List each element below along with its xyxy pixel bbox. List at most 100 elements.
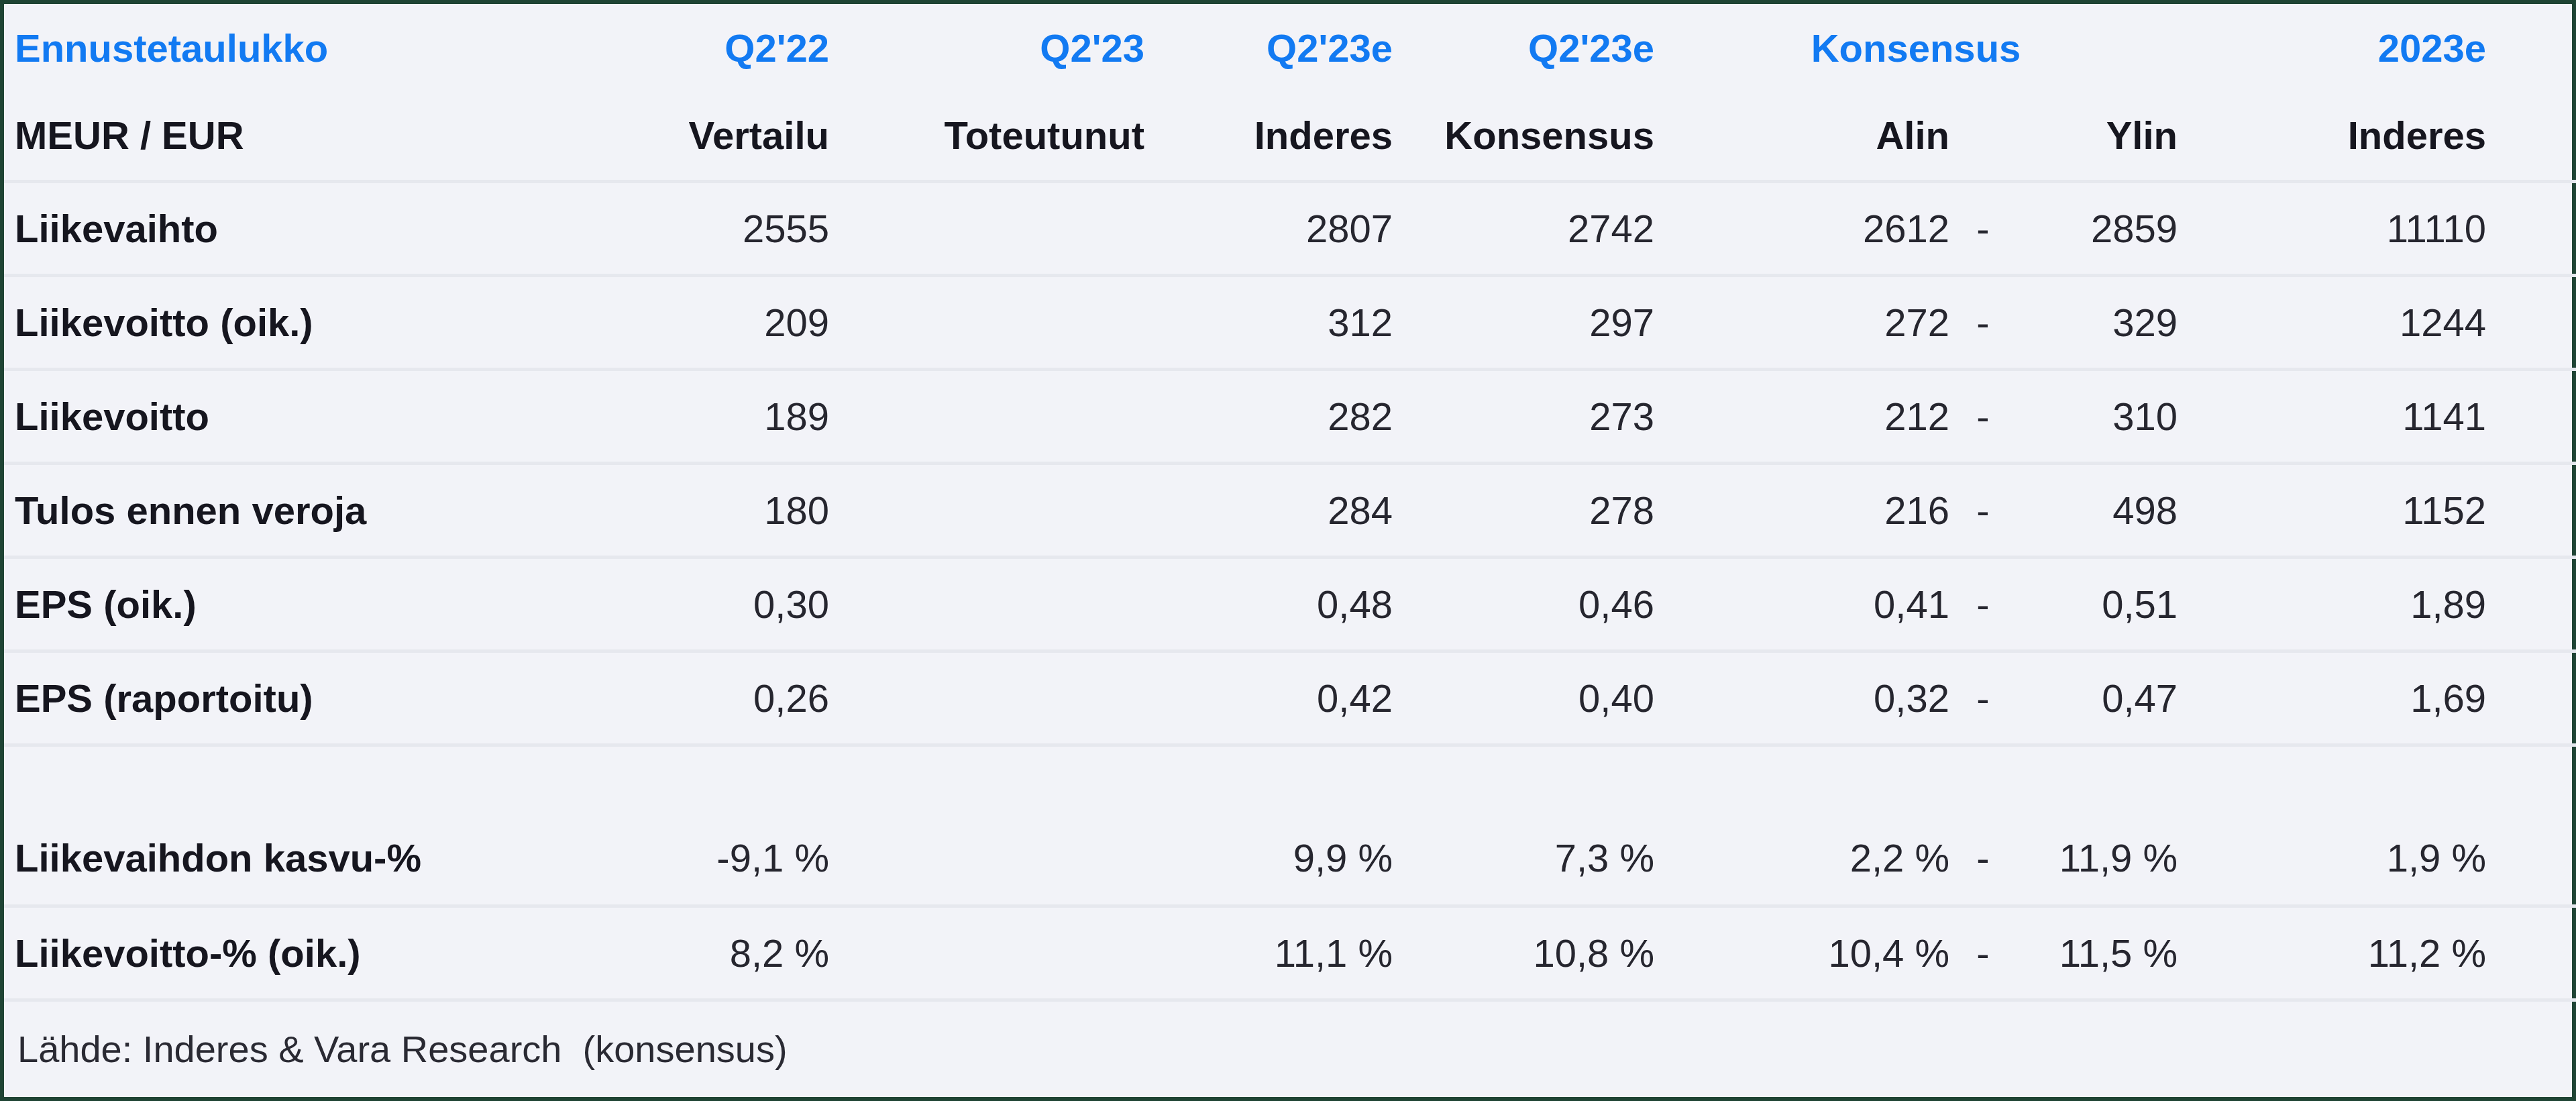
row-label: Liikevoitto [4,369,521,463]
col-header-q2-23: Q2'23 [829,4,1144,91]
cell-2023e: 1244 [2178,275,2576,369]
cell-konsensus: 0,40 [1393,651,1654,745]
table-row-tulos-ennen-veroja: Tulos ennen veroja 180 284 278 216 - 498… [4,463,2576,557]
forecast-table: Ennustetaulukko Q2'22 Q2'23 Q2'23e Q2'23… [4,4,2576,1097]
cell-konsensus: 297 [1393,275,1654,369]
cell-ylin: 11,5 % [2017,906,2178,1000]
cell-alin: 10,4 % [1654,906,1949,1000]
row-label: Liikevoitto-% (oik.) [4,906,521,1000]
col-subheader-inderes-2023: Inderes [2178,91,2576,181]
cell-2023e: 11110 [2178,181,2576,275]
cell-ylin: 310 [2017,369,2178,463]
table-row-liikevaihdon-kasvu: Liikevaihdon kasvu-% -9,1 % 9,9 % 7,3 % … [4,812,2576,906]
cell-2023e: 1141 [2178,369,2576,463]
row-label: Tulos ennen veroja [4,463,521,557]
cell-2023e: 1,9 % [2178,812,2576,906]
cell-inderes: 0,48 [1144,557,1393,651]
range-dash: - [1949,275,2017,369]
range-dash: - [1949,651,2017,745]
cell-alin: 272 [1654,275,1949,369]
cell-inderes: 284 [1144,463,1393,557]
cell-toteutunut [829,906,1144,1000]
cell-toteutunut [829,181,1144,275]
range-dash: - [1949,463,2017,557]
row-label: Liikevoitto (oik.) [4,275,521,369]
range-dash: - [1949,812,2017,906]
cell-toteutunut [829,557,1144,651]
row-label: Liikevaihto [4,181,521,275]
cell-vertailu: 189 [521,369,829,463]
source-note: Lähde: Inderes & Vara Research (konsensu… [4,1000,2576,1097]
cell-ylin: 0,47 [2017,651,2178,745]
spacer-cell [4,745,2576,812]
cell-konsensus: 7,3 % [1393,812,1654,906]
cell-alin: 0,41 [1654,557,1949,651]
table-row-liikevoitto-oik: Liikevoitto (oik.) 209 312 297 272 - 329… [4,275,2576,369]
cell-toteutunut [829,275,1144,369]
row-label: Liikevaihdon kasvu-% [4,812,521,906]
col-subheader-konsensus: Konsensus [1393,91,1654,181]
cell-vertailu: 2555 [521,181,829,275]
forecast-table-panel: Ennustetaulukko Q2'22 Q2'23 Q2'23e Q2'23… [0,0,2576,1101]
cell-toteutunut [829,369,1144,463]
cell-ylin: 2859 [2017,181,2178,275]
cell-2023e: 1,69 [2178,651,2576,745]
cell-toteutunut [829,651,1144,745]
row-label: EPS (raportoitu) [4,651,521,745]
table-row-eps-oik: EPS (oik.) 0,30 0,48 0,46 0,41 - 0,51 1,… [4,557,2576,651]
cell-ylin: 498 [2017,463,2178,557]
table-row-liikevaihto: Liikevaihto 2555 2807 2742 2612 - 2859 1… [4,181,2576,275]
col-subheader-toteutunut: Toteutunut [829,91,1144,181]
cell-konsensus: 10,8 % [1393,906,1654,1000]
cell-konsensus: 273 [1393,369,1654,463]
col-subheader-vertailu: Vertailu [521,91,829,181]
col-header-2023e: 2023e [2178,4,2576,91]
table-row-eps-raportoitu: EPS (raportoitu) 0,26 0,42 0,40 0,32 - 0… [4,651,2576,745]
col-header-q2-22: Q2'22 [521,4,829,91]
cell-vertailu: 0,30 [521,557,829,651]
cell-inderes: 282 [1144,369,1393,463]
cell-ylin: 0,51 [2017,557,2178,651]
row-label: EPS (oik.) [4,557,521,651]
table-row-liikevoitto-pct: Liikevoitto-% (oik.) 8,2 % 11,1 % 10,8 %… [4,906,2576,1000]
cell-toteutunut [829,463,1144,557]
table-footer-row: Lähde: Inderes & Vara Research (konsensu… [4,1000,2576,1097]
cell-konsensus: 2742 [1393,181,1654,275]
cell-inderes: 0,42 [1144,651,1393,745]
range-dash: - [1949,557,2017,651]
col-subheader-alin: Alin [1654,91,1949,181]
cell-vertailu: 0,26 [521,651,829,745]
table-spacer-row [4,745,2576,812]
cell-konsensus: 0,46 [1393,557,1654,651]
range-dash: - [1949,369,2017,463]
col-header-q2-23e-inderes: Q2'23e [1144,4,1393,91]
cell-inderes: 11,1 % [1144,906,1393,1000]
table-unit-label: MEUR / EUR [4,91,521,181]
cell-alin: 212 [1654,369,1949,463]
table-row-liikevoitto: Liikevoitto 189 282 273 212 - 310 1141 [4,369,2576,463]
table-title: Ennustetaulukko [4,4,521,91]
header-row-periods: Ennustetaulukko Q2'22 Q2'23 Q2'23e Q2'23… [4,4,2576,91]
cell-vertailu: -9,1 % [521,812,829,906]
cell-2023e: 1152 [2178,463,2576,557]
cell-vertailu: 180 [521,463,829,557]
col-header-konsensus-group: Konsensus [1654,4,2178,91]
cell-inderes: 312 [1144,275,1393,369]
cell-alin: 2612 [1654,181,1949,275]
cell-konsensus: 278 [1393,463,1654,557]
cell-inderes: 9,9 % [1144,812,1393,906]
range-dash: - [1949,906,2017,1000]
header-row-subtitles: MEUR / EUR Vertailu Toteutunut Inderes K… [4,91,2576,181]
cell-toteutunut [829,812,1144,906]
cell-alin: 0,32 [1654,651,1949,745]
cell-alin: 216 [1654,463,1949,557]
cell-vertailu: 8,2 % [521,906,829,1000]
range-dash: - [1949,181,2017,275]
col-subheader-dash-spacer [1949,91,2017,181]
cell-2023e: 11,2 % [2178,906,2576,1000]
cell-ylin: 329 [2017,275,2178,369]
cell-inderes: 2807 [1144,181,1393,275]
col-subheader-inderes: Inderes [1144,91,1393,181]
cell-alin: 2,2 % [1654,812,1949,906]
cell-2023e: 1,89 [2178,557,2576,651]
